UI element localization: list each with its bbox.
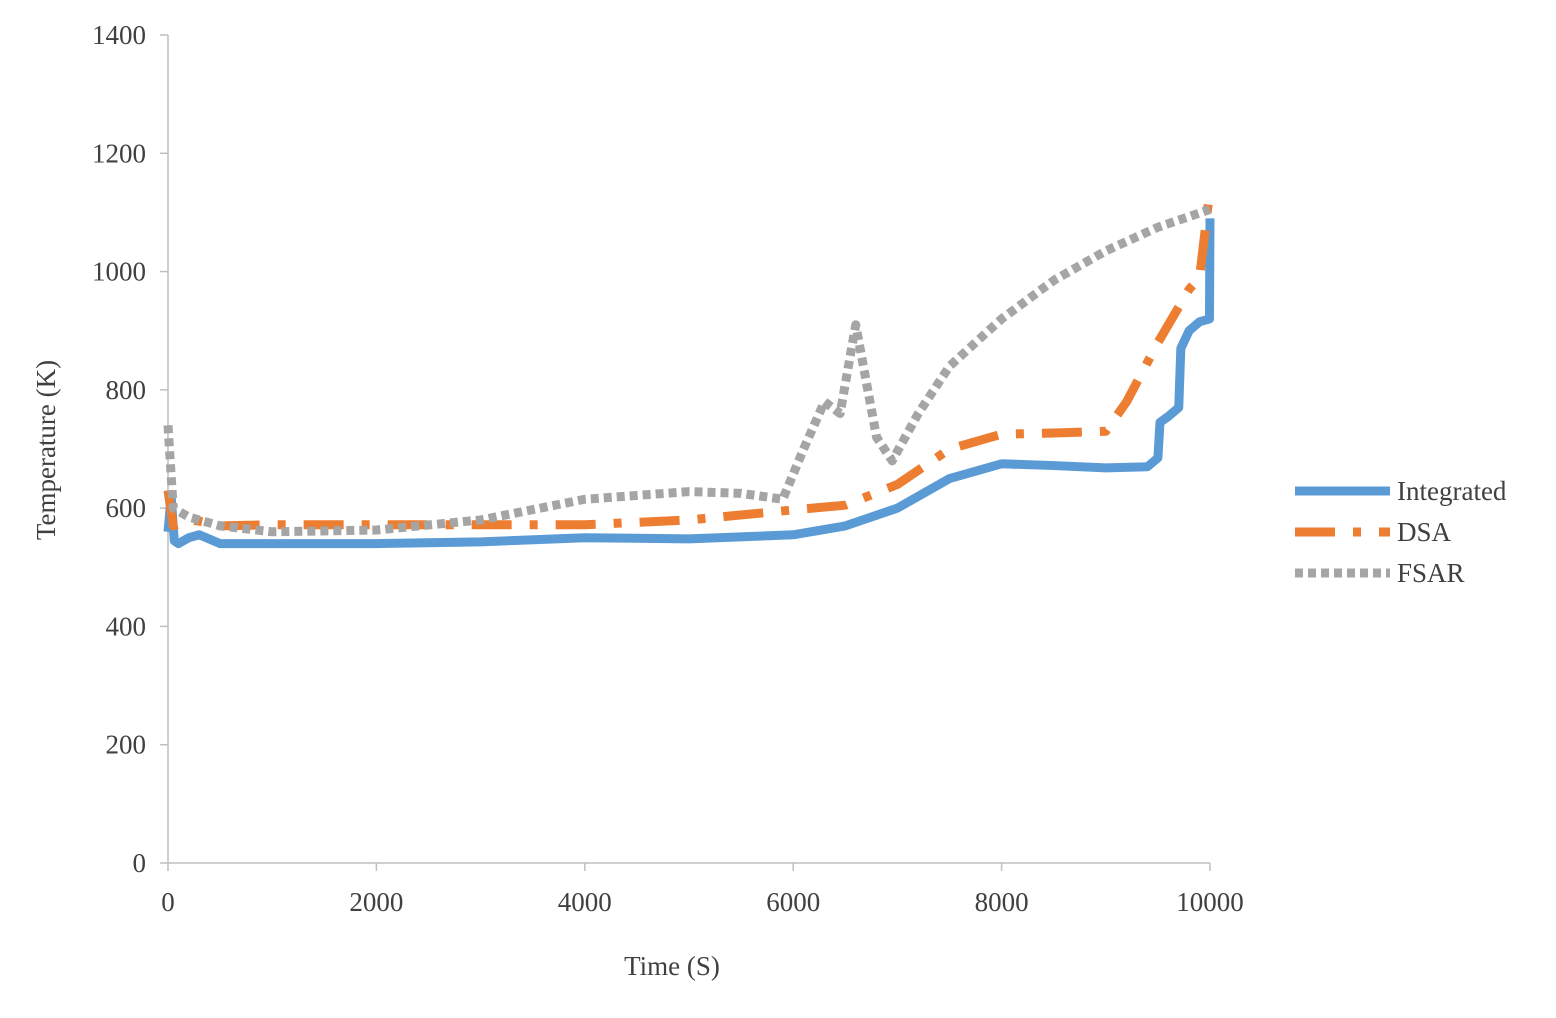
x-tick-label: 10000: [1176, 887, 1244, 917]
x-axis-label: Time (S): [624, 951, 720, 981]
x-tick-label: 4000: [558, 887, 612, 917]
x-tick-label: 0: [161, 887, 175, 917]
legend-label: FSAR: [1397, 558, 1465, 588]
y-tick-label: 400: [106, 611, 147, 641]
y-tick-label: 200: [106, 730, 147, 760]
y-tick-label: 1400: [92, 20, 146, 50]
legend-label: DSA: [1397, 517, 1452, 547]
legend-label: Integrated: [1397, 476, 1507, 506]
series-line: [163, 205, 1212, 537]
x-tick-label: 6000: [766, 887, 820, 917]
y-tick-label: 800: [106, 375, 147, 405]
series-line: [163, 188, 1215, 531]
series-line: [163, 218, 1215, 549]
y-tick-label: 1000: [92, 257, 146, 287]
x-tick-label: 8000: [975, 887, 1029, 917]
y-axis-label: Temperature (K): [31, 360, 61, 540]
x-tick-label: 2000: [349, 887, 403, 917]
y-tick-label: 0: [133, 848, 147, 878]
y-tick-label: 1200: [92, 138, 146, 168]
y-tick-label: 600: [106, 493, 147, 523]
